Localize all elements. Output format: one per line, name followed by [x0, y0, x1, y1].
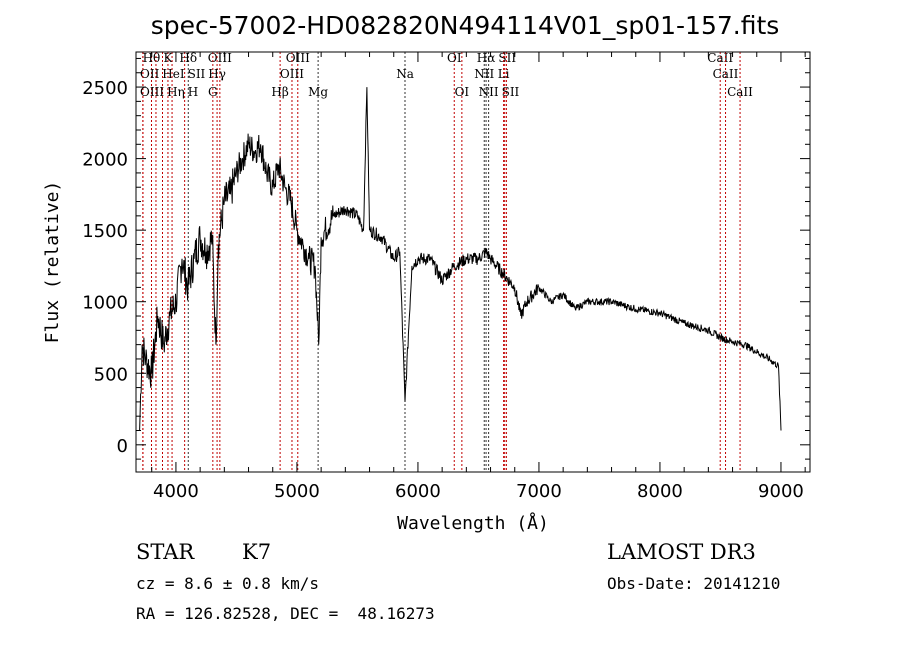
- chart-title: spec-57002-HD082820N494114V01_sp01-157.f…: [151, 11, 780, 40]
- spectral-line-label: HeI: [162, 67, 185, 81]
- spectral-line-label: SII: [188, 67, 206, 81]
- spectral-line-label: Mg: [308, 85, 328, 99]
- y-tick-label: 500: [94, 364, 128, 385]
- spectral-line-label: G: [208, 85, 218, 99]
- redshift-cz: cz = 8.6 ± 0.8 km/s: [136, 574, 320, 593]
- coordinates: RA = 126.82528, DEC = 48.16273: [136, 604, 435, 623]
- x-tick-label: 8000: [637, 481, 683, 502]
- spectral-line-label: SII: [498, 51, 516, 65]
- y-tick-label: 0: [117, 436, 128, 457]
- x-tick-label: 6000: [395, 481, 441, 502]
- spectral-line-label: OIII: [208, 51, 232, 65]
- x-tick-label: 4000: [153, 481, 199, 502]
- spectral-line-label: Hη: [167, 85, 185, 99]
- spectral-line-label: OIII: [286, 51, 310, 65]
- spectral-line-label: OI: [447, 51, 462, 65]
- x-axis-label: Wavelength (Å): [397, 512, 549, 534]
- spectral-line-label: Hδ: [179, 51, 197, 65]
- y-tick-label: 2500: [82, 78, 128, 99]
- spectral-line-label: CaII: [713, 67, 739, 81]
- spectral-line-label: CaII: [727, 85, 753, 99]
- y-tick-label: 1000: [82, 293, 128, 314]
- y-tick-label: 1500: [82, 221, 128, 242]
- spectral-line-label: CaII: [707, 51, 733, 65]
- spectral-line-label: H: [188, 85, 198, 99]
- x-tick-label: 5000: [274, 481, 320, 502]
- y-tick-label: 2000: [82, 150, 128, 171]
- spectral-line-label: NII: [479, 85, 499, 99]
- spectral-line-label: Li: [498, 67, 510, 81]
- observation-date: Obs-Date: 20141210: [607, 574, 781, 593]
- spectral-line-label: NII: [474, 67, 494, 81]
- survey-label: LAMOST DR3: [607, 540, 756, 564]
- object-subclass: K7: [242, 540, 272, 564]
- spectral-line-label: Hγ: [208, 67, 226, 81]
- spectral-line-label: K: [164, 51, 174, 65]
- spectral-line-label: OII: [140, 67, 160, 81]
- spectral-line-label: Na: [396, 67, 414, 81]
- x-tick-label: 7000: [516, 481, 562, 502]
- spectral-line-label: Hβ: [271, 85, 288, 99]
- y-axis-label: Flux (relative): [42, 181, 63, 344]
- spectral-line-label: OI: [455, 85, 470, 99]
- plot-frame: [135, 51, 811, 473]
- spectral-line-label: Hα: [477, 51, 496, 65]
- spectrum-line: [139, 87, 782, 431]
- spectral-line-label: OIII: [280, 67, 304, 81]
- x-tick-label: 9000: [758, 481, 804, 502]
- spectral-line-label: OIII: [140, 85, 164, 99]
- spectral-line-label: SII: [502, 85, 520, 99]
- object-class: STAR: [136, 540, 195, 564]
